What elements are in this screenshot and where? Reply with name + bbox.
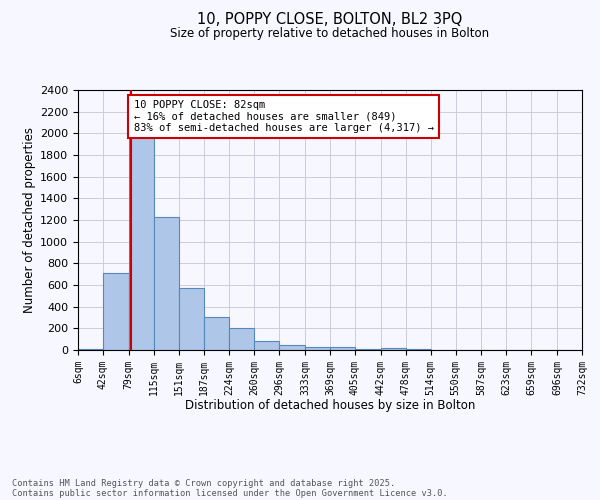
Bar xyxy=(305,347,330,350)
X-axis label: Distribution of detached houses by size in Bolton: Distribution of detached houses by size … xyxy=(185,399,475,412)
Bar xyxy=(103,273,128,350)
Bar xyxy=(179,288,203,350)
Bar xyxy=(78,349,103,350)
Bar xyxy=(128,136,154,350)
Bar xyxy=(330,347,355,350)
Bar xyxy=(203,317,229,350)
Bar xyxy=(280,345,305,350)
Bar xyxy=(154,217,179,350)
Bar xyxy=(380,348,406,350)
Bar xyxy=(355,349,380,350)
Text: Size of property relative to detached houses in Bolton: Size of property relative to detached ho… xyxy=(170,28,490,40)
Bar xyxy=(254,342,280,350)
Text: 10, POPPY CLOSE, BOLTON, BL2 3PQ: 10, POPPY CLOSE, BOLTON, BL2 3PQ xyxy=(197,12,463,28)
Bar xyxy=(229,328,254,350)
Y-axis label: Number of detached properties: Number of detached properties xyxy=(23,127,36,313)
Text: Contains public sector information licensed under the Open Government Licence v3: Contains public sector information licen… xyxy=(12,488,448,498)
Text: 10 POPPY CLOSE: 82sqm
← 16% of detached houses are smaller (849)
83% of semi-det: 10 POPPY CLOSE: 82sqm ← 16% of detached … xyxy=(134,100,434,133)
Text: Contains HM Land Registry data © Crown copyright and database right 2025.: Contains HM Land Registry data © Crown c… xyxy=(12,478,395,488)
